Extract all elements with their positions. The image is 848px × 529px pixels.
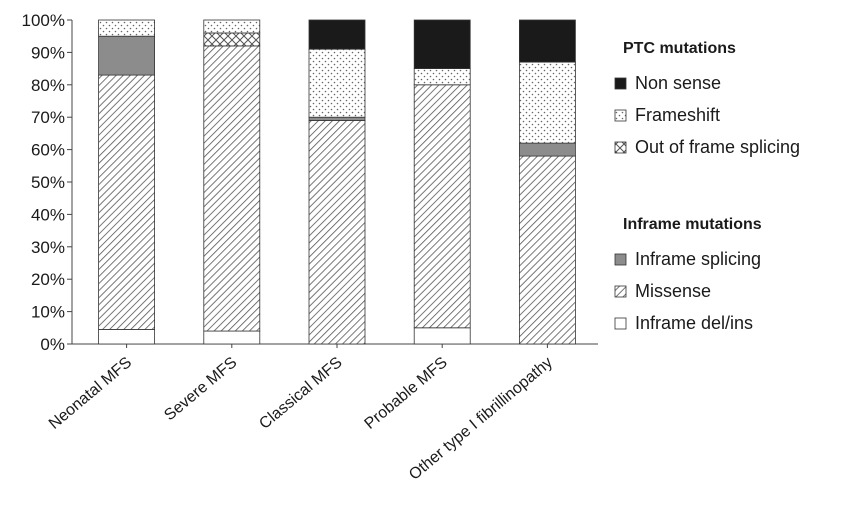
bar-segment-frameshift [308,48,366,118]
x-tick-label: Severe MFS [161,354,240,424]
bar-segment-inframe-del-ins [203,330,261,345]
y-tick-label: 100% [22,11,65,30]
legend-label-inframe-splicing: Inframe splicing [635,249,761,269]
y-tick-label: 50% [31,173,65,192]
x-tick-label: Classical MFS [256,354,345,433]
legend-swatch-out-of-frame-splicing [614,141,627,154]
bar-segment-inframe-del-ins [413,327,471,345]
y-tick-label: 90% [31,43,65,62]
bar-segment-non-sense [519,19,576,63]
legend: PTC mutations Non sense Frameshift Out of f… [614,40,800,333]
bar-segment-frameshift [519,61,576,144]
legend-label-out-of-frame-splicing: Out of frame splicing [635,137,800,157]
y-axis-ticks: 0% 10% 20% 30% 40% 50% 60% 70% 80% 90% 100% [22,11,72,354]
y-tick-label: 70% [31,108,65,127]
legend-group-title: PTC mutations [623,40,736,57]
bar-segment-missense [203,45,261,332]
bar-segment-non-sense [308,19,366,50]
x-axis-ticks: Neonatal MFS Severe MFS Classical MFS Proba… [46,344,556,484]
x-tick-label: Neonatal MFS [46,354,135,433]
bar-segment-missense [308,120,366,345]
y-tick-label: 60% [31,141,65,160]
x-tick-label: Probable MFS [362,354,451,433]
legend-swatch-missense [614,285,627,298]
legend-label-frameshift: Frameshift [635,105,720,125]
bar-segment-non-sense [413,19,471,69]
legend-swatch-frameshift [614,109,627,122]
y-tick-label: 0% [40,335,65,354]
bar-segment-inframe-splicing [98,35,155,76]
legend-swatch-inframe-splicing [614,253,627,266]
legend-label-non-sense: Non sense [635,73,721,93]
legend-label-missense: Missense [635,281,711,301]
legend-swatch-non-sense [614,77,627,90]
y-tick-label: 10% [31,303,65,322]
bar-segment-inframe-del-ins [98,329,155,345]
bar-segment-inframe-splicing [308,116,366,121]
legend-label-inframe-del-ins: Inframe del/ins [635,313,753,333]
bar-segment-missense [98,74,155,330]
bar-segment-missense [413,84,471,329]
y-tick-label: 20% [31,270,65,289]
bar-segment-frameshift [413,68,471,86]
bar-segment-frameshift [203,19,261,34]
bar-segment-frameshift [98,19,155,37]
bar-segment-missense [519,155,576,345]
legend-group-title: Inframe mutations [623,216,762,233]
y-tick-label: 30% [31,238,65,257]
bars [98,19,576,345]
bar-segment-out-of-frame-splicing [203,32,261,47]
bar-segment-inframe-splicing [519,142,576,157]
y-tick-label: 80% [31,76,65,95]
y-tick-label: 40% [31,205,65,224]
legend-swatch-inframe-del-ins [614,317,627,330]
